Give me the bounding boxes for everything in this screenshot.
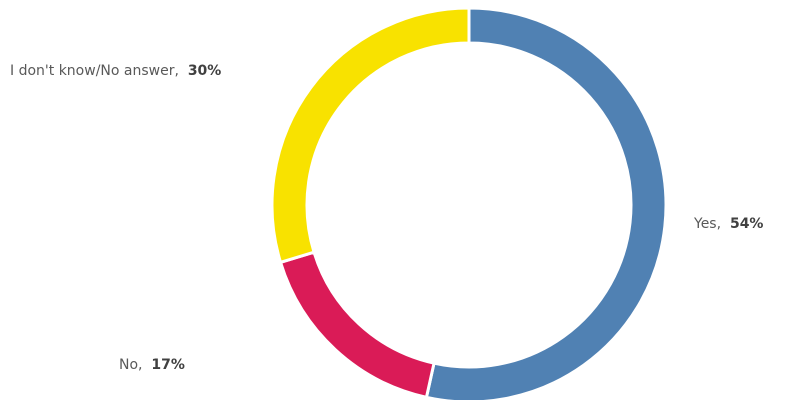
- slice-data-label: No, 17%: [119, 357, 185, 373]
- slice-value-label: 30%: [188, 63, 222, 79]
- slice-data-label: I don't know/No answer, 30%: [10, 63, 221, 79]
- slices-layer: [270, 6, 668, 400]
- slice-value-label: 54%: [730, 216, 764, 232]
- slice-category-label: No,: [119, 357, 151, 373]
- slice-data-label: Yes, 54%: [693, 216, 763, 232]
- donut-slice-yes: [424, 6, 668, 400]
- donut-slice-i-don-t-know-no-answer: [270, 6, 471, 265]
- labels-layer: Yes, 54% No, 17% I don't know/No answer, 3…: [10, 63, 763, 373]
- slice-category-label: I don't know/No answer,: [10, 63, 188, 79]
- donut-slice-no: [278, 250, 436, 400]
- slice-category-label: Yes,: [693, 216, 730, 232]
- slice-value-label: 17%: [151, 357, 185, 373]
